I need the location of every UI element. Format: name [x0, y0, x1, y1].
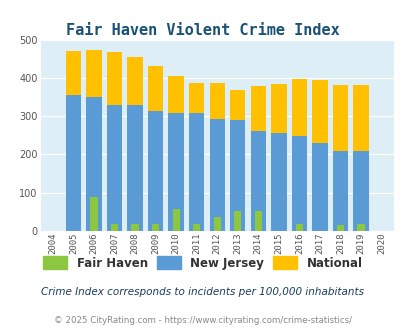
Bar: [168, 113, 183, 231]
Bar: [352, 151, 368, 231]
Bar: [291, 79, 306, 231]
Bar: [147, 111, 163, 231]
Bar: [291, 136, 306, 231]
Bar: [66, 95, 81, 231]
Bar: [86, 97, 101, 231]
Bar: [111, 224, 118, 231]
Bar: [311, 80, 327, 231]
Bar: [311, 143, 327, 231]
Bar: [172, 209, 179, 231]
Bar: [127, 57, 143, 231]
Bar: [193, 224, 200, 231]
Bar: [107, 106, 122, 231]
Bar: [250, 86, 265, 231]
Bar: [127, 105, 143, 231]
Bar: [168, 76, 183, 231]
Bar: [151, 224, 159, 231]
Text: Fair Haven Violent Crime Index: Fair Haven Violent Crime Index: [66, 23, 339, 38]
Bar: [209, 83, 224, 231]
Bar: [271, 84, 286, 231]
Bar: [66, 51, 81, 231]
Bar: [230, 120, 245, 231]
Text: © 2025 CityRating.com - https://www.cityrating.com/crime-statistics/: © 2025 CityRating.com - https://www.city…: [54, 315, 351, 325]
Bar: [131, 224, 139, 231]
Bar: [332, 85, 347, 231]
Bar: [356, 224, 364, 231]
Bar: [209, 119, 224, 231]
Bar: [352, 85, 368, 231]
Bar: [107, 52, 122, 231]
Bar: [250, 131, 265, 231]
Bar: [336, 225, 343, 231]
Bar: [86, 50, 101, 231]
Bar: [254, 211, 261, 231]
Bar: [332, 150, 347, 231]
Bar: [234, 211, 241, 231]
Bar: [271, 133, 286, 231]
Bar: [188, 113, 204, 231]
Bar: [295, 224, 302, 231]
Bar: [188, 83, 204, 231]
Legend: Fair Haven, New Jersey, National: Fair Haven, New Jersey, National: [38, 252, 367, 274]
Bar: [90, 197, 97, 231]
Text: Crime Index corresponds to incidents per 100,000 inhabitants: Crime Index corresponds to incidents per…: [41, 287, 364, 297]
Bar: [147, 66, 163, 231]
Bar: [213, 217, 220, 231]
Bar: [230, 90, 245, 231]
